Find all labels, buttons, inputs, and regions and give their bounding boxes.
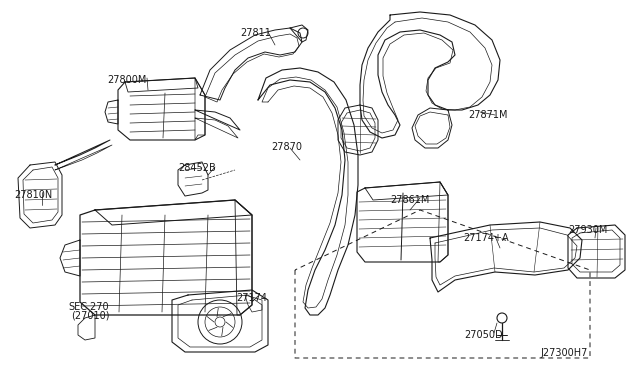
- Text: 27050D: 27050D: [464, 330, 502, 340]
- Text: 27870: 27870: [271, 142, 302, 152]
- Text: 27800M: 27800M: [107, 75, 147, 85]
- Text: 27930M: 27930M: [568, 225, 607, 235]
- Text: SEC.270: SEC.270: [68, 302, 109, 312]
- Text: 27871M: 27871M: [468, 110, 508, 120]
- Text: (27010): (27010): [71, 311, 109, 321]
- Text: 28452B: 28452B: [178, 163, 216, 173]
- Text: J27300H7: J27300H7: [540, 348, 588, 358]
- Text: 27174+A: 27174+A: [463, 233, 509, 243]
- Text: 27174: 27174: [236, 293, 267, 303]
- Text: 27861M: 27861M: [390, 195, 429, 205]
- Text: 27810N: 27810N: [14, 190, 52, 200]
- Text: 27811: 27811: [240, 28, 271, 38]
